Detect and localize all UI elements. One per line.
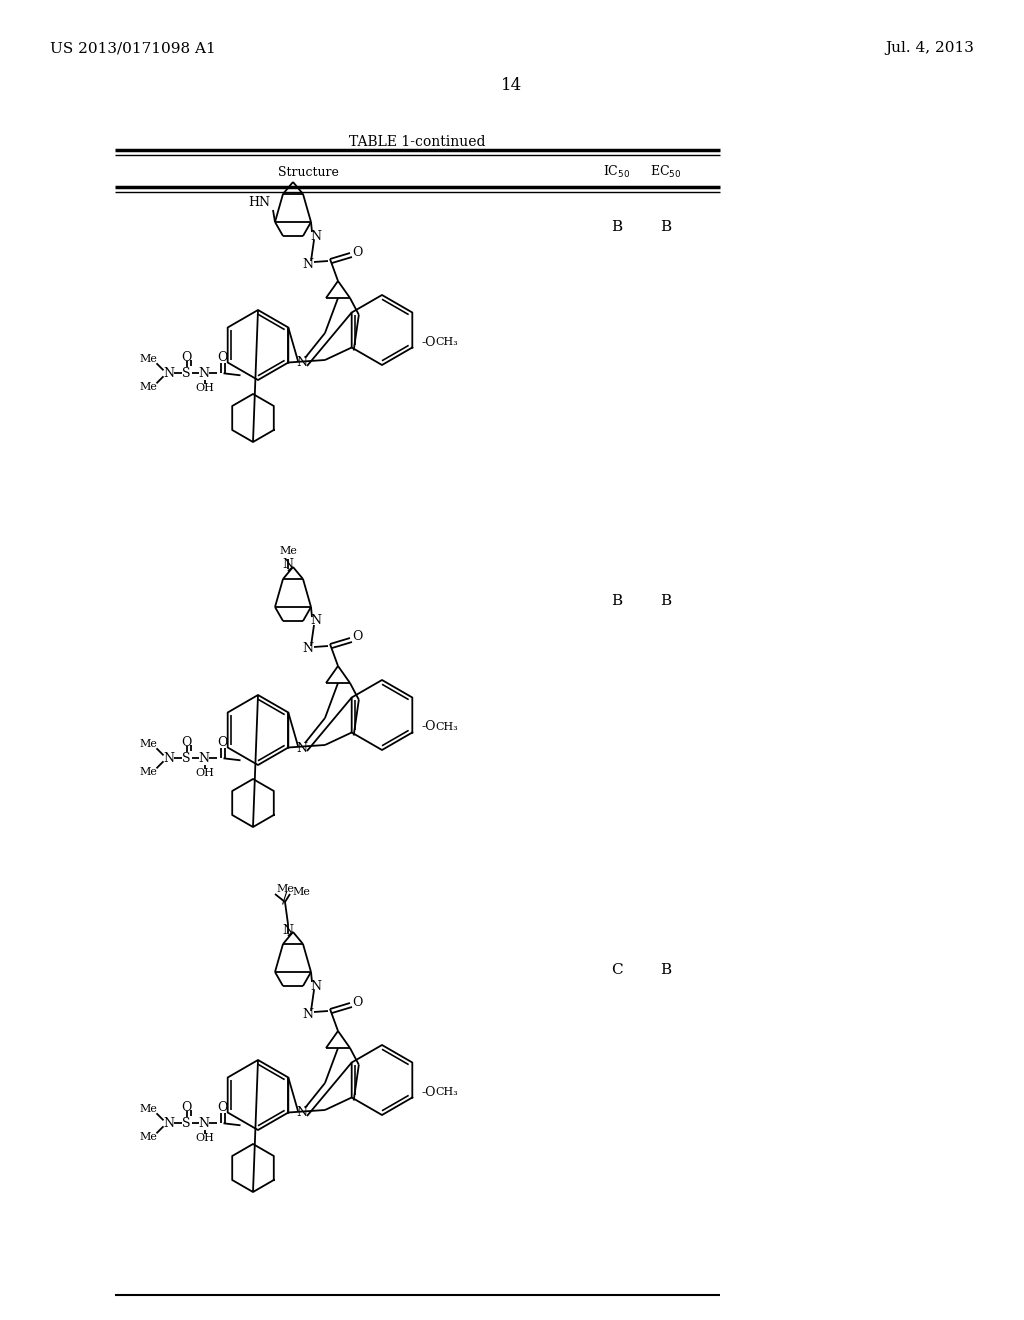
Text: N: N [310, 230, 322, 243]
Text: B: B [611, 220, 622, 234]
Text: /: / [283, 892, 288, 906]
Text: Me: Me [139, 1133, 158, 1142]
Text: Structure: Structure [278, 165, 339, 178]
Text: Jul. 4, 2013: Jul. 4, 2013 [885, 41, 974, 55]
Text: O: O [181, 735, 191, 748]
Text: CH₃: CH₃ [435, 1086, 458, 1097]
Text: HN: HN [248, 195, 270, 209]
Text: EC$_{50}$: EC$_{50}$ [650, 164, 681, 180]
Text: O: O [217, 1101, 227, 1114]
Text: N: N [310, 979, 322, 993]
Text: N: N [297, 1106, 307, 1119]
Text: OH: OH [195, 768, 214, 779]
Text: N: N [302, 643, 313, 656]
Text: O: O [217, 735, 227, 748]
Text: B: B [660, 964, 671, 977]
Text: S: S [182, 752, 190, 764]
Text: O: O [352, 246, 362, 259]
Text: N: N [198, 367, 209, 380]
Text: -O: -O [421, 721, 435, 734]
Text: S: S [182, 1117, 190, 1130]
Text: Me: Me [139, 739, 158, 750]
Text: IC$_{50}$: IC$_{50}$ [603, 164, 630, 180]
Text: S: S [182, 367, 190, 380]
Text: CH₃: CH₃ [435, 722, 458, 733]
Text: N: N [297, 742, 307, 755]
Text: Me: Me [139, 383, 158, 392]
Text: O: O [181, 1101, 191, 1114]
Text: N: N [310, 615, 322, 627]
Text: Me: Me [139, 767, 158, 777]
Text: Me: Me [276, 884, 294, 894]
Text: US 2013/0171098 A1: US 2013/0171098 A1 [50, 41, 216, 55]
Text: OH: OH [195, 383, 214, 393]
Text: Me: Me [292, 887, 310, 898]
Text: O: O [181, 351, 191, 364]
Text: Me: Me [139, 354, 158, 364]
Text: N: N [163, 1117, 174, 1130]
Text: N: N [198, 752, 209, 764]
Text: B: B [611, 594, 622, 607]
Text: B: B [660, 220, 671, 234]
Text: TABLE 1-continued: TABLE 1-continued [349, 135, 485, 149]
Text: N: N [302, 257, 313, 271]
Text: O: O [352, 995, 362, 1008]
Text: N: N [163, 752, 174, 764]
Text: N: N [297, 356, 307, 370]
Text: OH: OH [195, 1134, 214, 1143]
Text: O: O [217, 351, 227, 364]
Text: -O: -O [421, 1085, 435, 1098]
Text: N: N [163, 367, 174, 380]
Text: Me: Me [139, 1105, 158, 1114]
Text: Me: Me [280, 546, 297, 556]
Text: CH₃: CH₃ [435, 337, 458, 347]
Text: N: N [283, 558, 294, 572]
Text: N: N [302, 1007, 313, 1020]
Text: 14: 14 [502, 77, 522, 94]
Text: O: O [352, 631, 362, 644]
Text: N: N [198, 1117, 209, 1130]
Text: N: N [283, 924, 294, 936]
Text: B: B [660, 594, 671, 607]
Text: C: C [610, 964, 623, 977]
Text: -O: -O [421, 335, 435, 348]
